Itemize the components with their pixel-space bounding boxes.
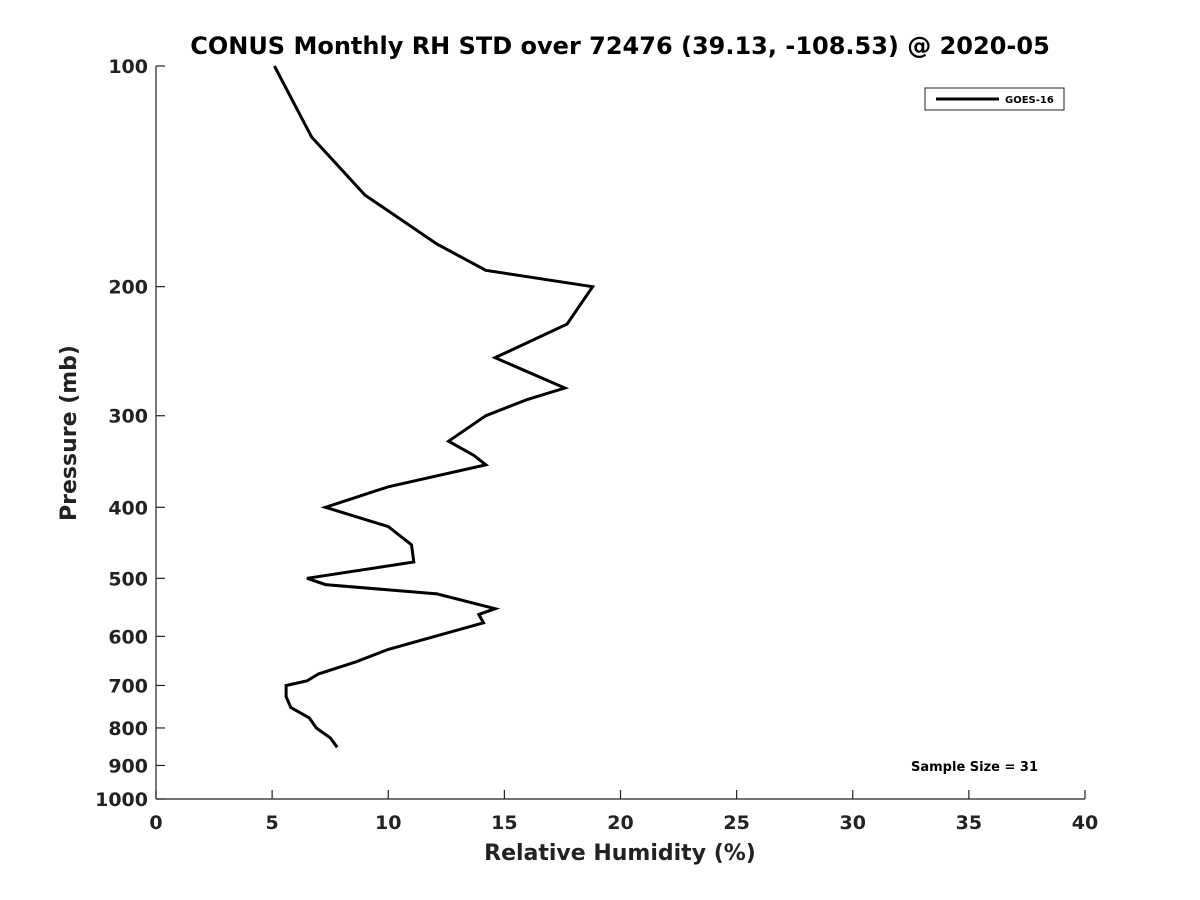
x-axis-ticks: 0 5 10 15 20 25 30 35 40	[149, 790, 1098, 834]
x-tick-label: 40	[1072, 812, 1098, 834]
x-tick-label: 0	[149, 812, 162, 834]
plot-axes	[155, 66, 1085, 800]
legend-label-goes-16: GOES-16	[1005, 95, 1054, 106]
y-tick-label: 600	[108, 626, 148, 648]
x-tick-label: 5	[266, 812, 279, 834]
y-tick-label: 300	[108, 406, 148, 428]
y-tick-label: 1000	[95, 789, 148, 811]
y-tick-label: 800	[108, 718, 148, 740]
x-tick-label: 25	[723, 812, 749, 834]
x-tick-label: 35	[956, 812, 982, 834]
y-axis-ticks: 100 200 300 400 500 600 700 800 900 1000	[95, 56, 165, 811]
legend: GOES-16	[924, 87, 1065, 111]
series-line-goes-16	[273, 65, 596, 749]
x-tick-label: 20	[607, 812, 633, 834]
y-tick-label: 700	[108, 675, 148, 697]
y-tick-label: 900	[108, 755, 148, 777]
x-tick-label: 15	[491, 812, 517, 834]
y-tick-label: 500	[108, 568, 148, 590]
chart-title: CONUS Monthly RH STD over 72476 (39.13, …	[190, 32, 1050, 60]
series-layer	[273, 65, 596, 749]
x-tick-label: 10	[375, 812, 401, 834]
sample-size-annotation: Sample Size = 31	[911, 760, 1038, 775]
y-tick-label: 400	[108, 497, 148, 519]
x-tick-label: 30	[840, 812, 866, 834]
y-tick-label: 200	[108, 277, 148, 299]
x-axis-label: Relative Humidity (%)	[484, 841, 756, 866]
y-axis-label: Pressure (mb)	[57, 345, 82, 521]
y-tick-label: 100	[108, 56, 148, 78]
